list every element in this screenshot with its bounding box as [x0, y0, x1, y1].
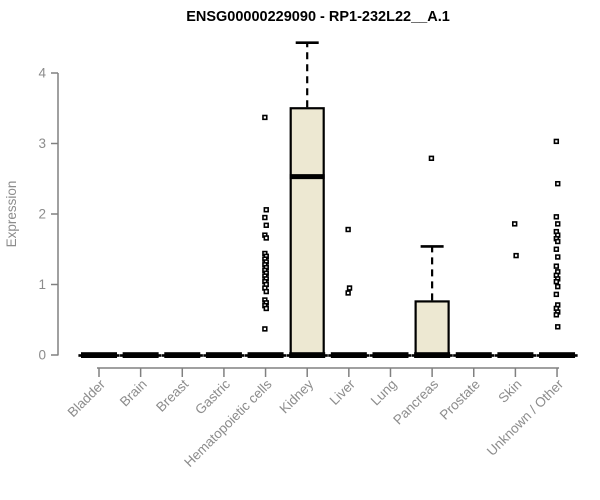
y-tick-label-2: 2 — [38, 207, 46, 222]
outlier-point-liver — [345, 290, 351, 296]
outlier-point-unknown-other — [555, 254, 561, 260]
zero-bar-cap-brain — [120, 354, 162, 357]
outlier-point-unknown-other — [555, 283, 561, 290]
outlier-point-liver — [345, 226, 351, 233]
y-tick-label-4: 4 — [38, 66, 46, 81]
zero-bar-cap-kidney — [286, 354, 328, 357]
zero-bar-cap-pancreas — [411, 354, 453, 357]
y-tick-label-1: 1 — [38, 277, 46, 292]
outlier-point-unknown-other — [555, 180, 561, 187]
x-label-pancreas: Pancreas — [390, 376, 441, 427]
zero-bar-cap-lung — [369, 354, 412, 357]
chart-title: ENSG00000229090 - RP1-232L22__A.1 — [186, 9, 450, 25]
y-tick-label-0: 0 — [38, 348, 46, 363]
y-axis-title: Expression — [4, 181, 19, 248]
outlier-point-hematopoietic-cells — [263, 235, 269, 241]
x-label-bladder: Bladder — [65, 376, 109, 420]
outlier-point-skin — [513, 252, 519, 259]
outlier-point-hematopoietic-cells — [262, 326, 268, 332]
zero-bar-cap-liver — [328, 354, 370, 357]
outlier-point-pancreas — [428, 155, 435, 162]
outlier-point-unknown-other — [555, 221, 561, 227]
x-label-liver: Liver — [327, 376, 359, 408]
x-label-prostate: Prostate — [437, 377, 483, 423]
outlier-point-unknown-other — [553, 246, 560, 252]
zero-bar-cap-prostate — [453, 354, 495, 357]
outlier-point-hematopoietic-cells — [262, 214, 268, 221]
outlier-point-unknown-other — [553, 312, 560, 318]
outlier-point-unknown-other — [555, 238, 561, 245]
x-label-breast: Breast — [153, 376, 191, 414]
outlier-point-unknown-other — [553, 138, 560, 145]
x-label-kidney: Kidney — [277, 376, 317, 416]
outlier-point-hematopoietic-cells — [263, 288, 269, 295]
outlier-point-hematopoietic-cells — [263, 305, 269, 312]
x-label-skin: Skin — [495, 377, 524, 406]
outlier-point-unknown-other — [553, 263, 560, 269]
outlier-point-skin — [511, 221, 518, 227]
outlier-point-hematopoietic-cells — [262, 114, 268, 121]
x-label-lung: Lung — [368, 377, 400, 409]
outlier-point-liver — [346, 285, 353, 291]
outlier-point-hematopoietic-cells — [263, 222, 269, 228]
zero-bar-cap-bladder — [78, 354, 120, 357]
y-tick-label-3: 3 — [38, 136, 46, 151]
zero-bar-cap-hematopoietic-cells — [244, 354, 287, 357]
outlier-point-unknown-other — [553, 291, 560, 298]
zero-bar-cap-unknown-other — [536, 354, 578, 357]
zero-bar-cap-gastric — [203, 354, 245, 357]
x-label-gastric: Gastric — [192, 376, 233, 417]
outlier-point-unknown-other — [555, 324, 561, 330]
zero-bar-cap-skin — [494, 354, 536, 357]
box-pancreas — [414, 300, 450, 357]
box-kidney — [289, 107, 325, 357]
zero-bar-cap-breast — [161, 354, 203, 357]
outlier-point-unknown-other — [553, 278, 560, 285]
x-label-brain: Brain — [117, 377, 150, 410]
outlier-point-hematopoietic-cells — [263, 207, 269, 213]
outlier-point-unknown-other — [553, 214, 560, 220]
x-label-unknown-other: Unknown / Other — [484, 376, 567, 459]
